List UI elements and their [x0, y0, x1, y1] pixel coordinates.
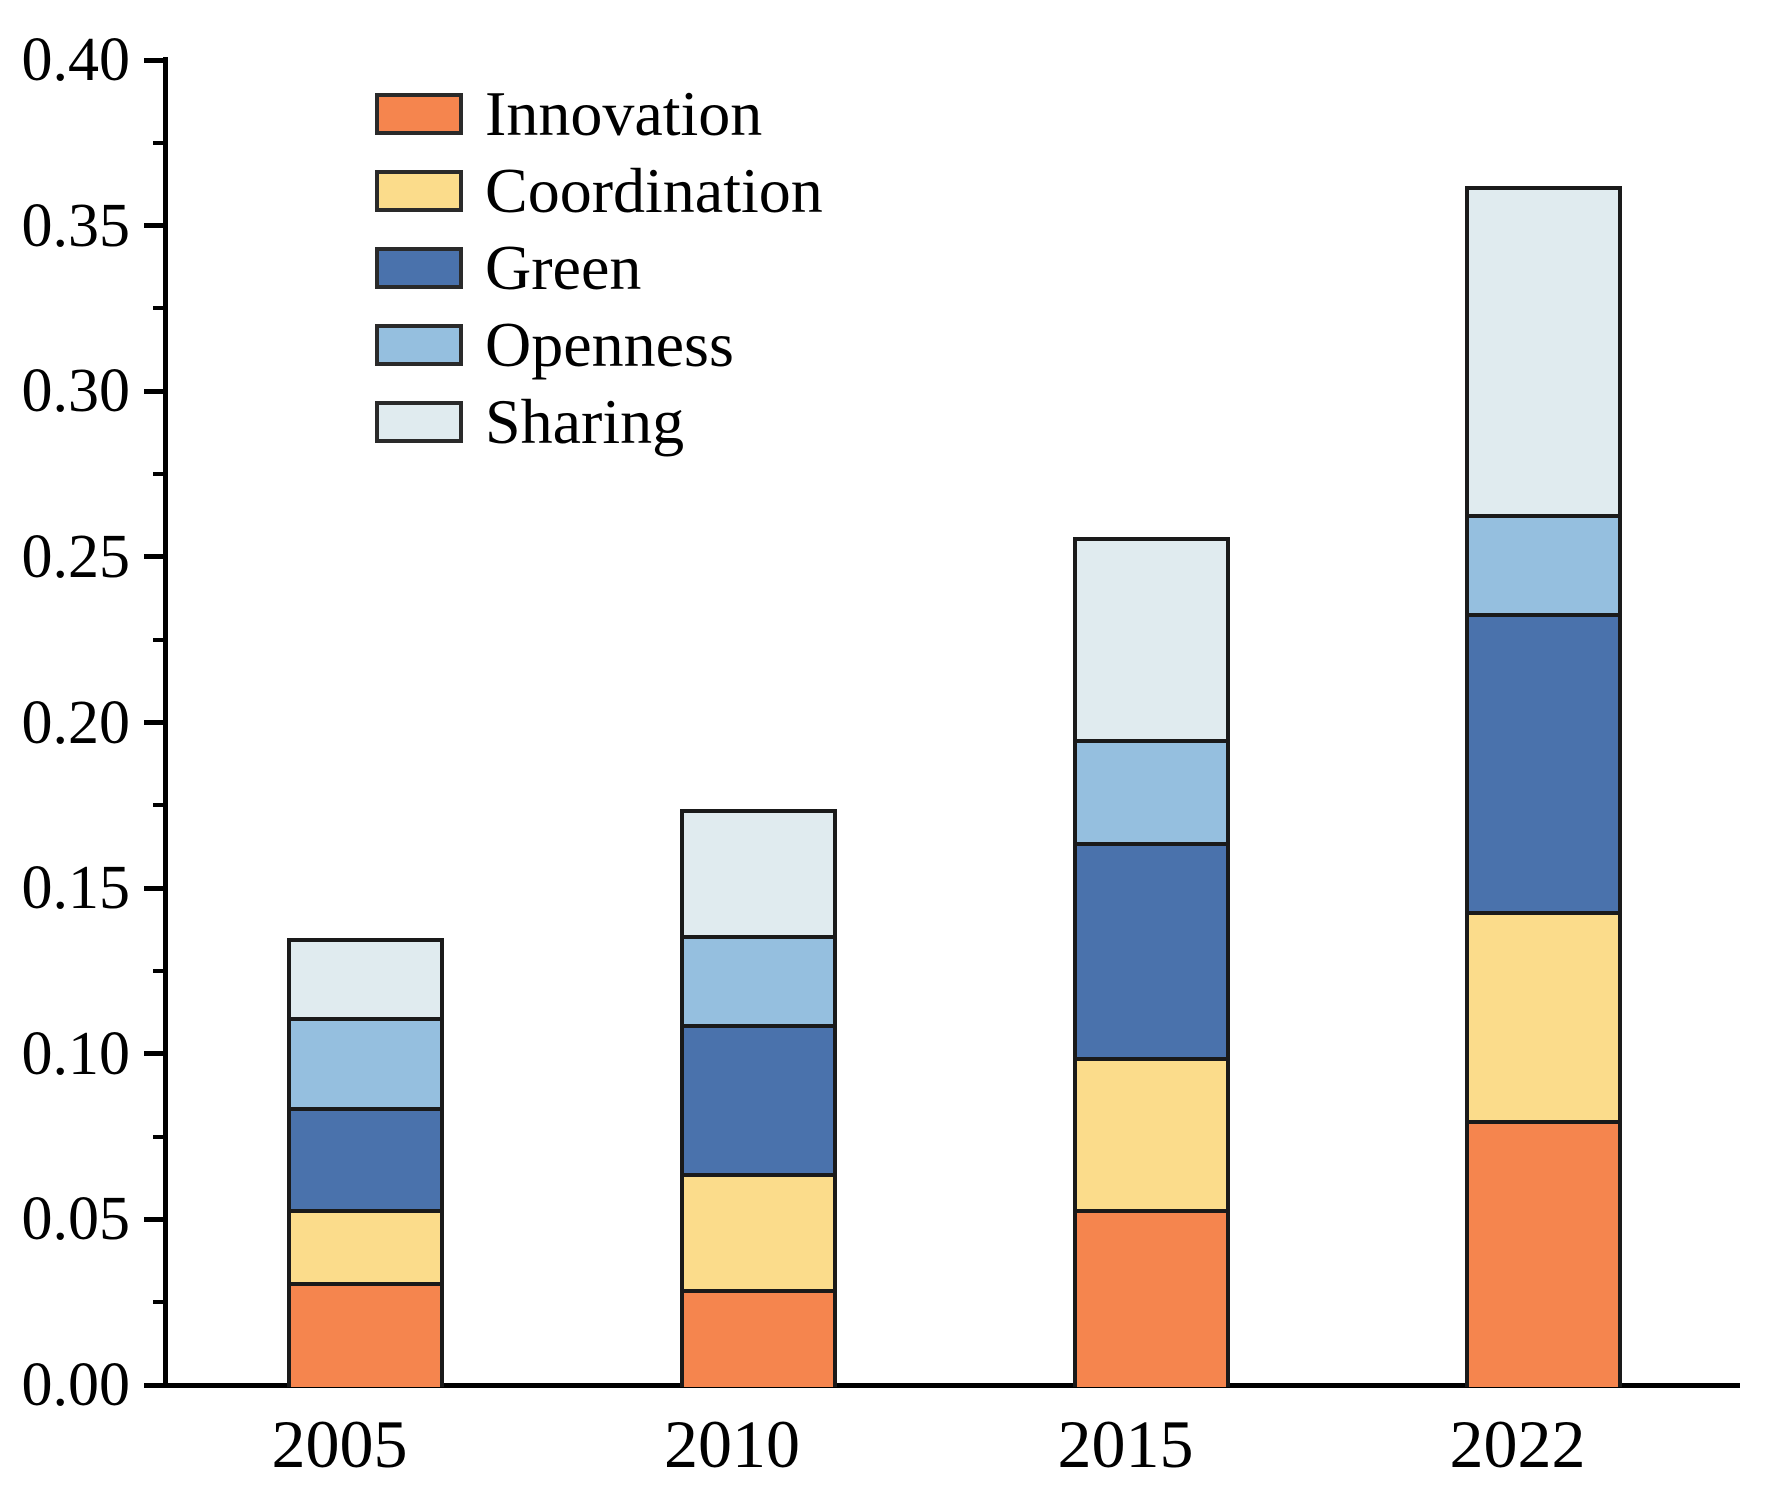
y-major-tick — [144, 1051, 163, 1057]
y-minor-tick — [153, 1134, 163, 1139]
x-tick-label: 2010 — [664, 1406, 800, 1482]
legend-label: Coordination — [485, 155, 823, 226]
y-minor-tick — [153, 968, 163, 973]
y-major-tick — [144, 1382, 163, 1388]
y-major-tick — [144, 57, 163, 63]
x-tick-label: 2022 — [1449, 1406, 1586, 1482]
y-minor-tick — [153, 1300, 163, 1305]
legend-swatch-openness — [375, 324, 463, 366]
y-major-tick — [144, 1216, 163, 1222]
bar-segment-coordination-2015 — [1073, 1057, 1230, 1209]
y-tick-label: 0.05 — [21, 1185, 131, 1254]
legend-item: Innovation — [375, 81, 762, 147]
y-tick-label: 0.30 — [21, 357, 131, 426]
y-axis — [163, 57, 168, 1388]
y-minor-tick — [153, 472, 163, 477]
bar-segment-openness-2015 — [1073, 739, 1230, 842]
legend-swatch-green — [375, 247, 463, 289]
y-major-tick — [144, 223, 163, 229]
bar-segment-openness-2010 — [680, 935, 837, 1024]
bar-segment-innovation-2015 — [1073, 1209, 1230, 1387]
legend-item: Openness — [375, 312, 734, 378]
legend-swatch-innovation — [375, 93, 463, 135]
y-major-tick — [144, 388, 163, 394]
y-minor-tick — [153, 637, 163, 642]
legend-label: Innovation — [485, 78, 763, 149]
y-minor-tick — [153, 803, 163, 808]
legend-swatch-sharing — [375, 401, 463, 443]
bar-segment-innovation-2010 — [680, 1289, 837, 1387]
bar-segment-openness-2005 — [287, 1017, 444, 1107]
legend-label: Sharing — [485, 386, 685, 457]
bar-segment-sharing-2005 — [287, 938, 444, 1017]
y-tick-label: 0.15 — [21, 854, 131, 923]
bar-segment-green-2010 — [680, 1024, 837, 1173]
legend-item: Coordination — [375, 158, 823, 224]
legend-swatch-coordination — [375, 170, 463, 212]
bar-segment-sharing-2010 — [680, 809, 837, 935]
bar-segment-green-2015 — [1073, 842, 1230, 1057]
y-tick-label: 0.25 — [21, 522, 131, 591]
y-major-tick — [144, 885, 163, 891]
bar-segment-openness-2022 — [1465, 514, 1622, 613]
bar-segment-coordination-2022 — [1465, 911, 1622, 1120]
bar-segment-innovation-2005 — [287, 1282, 444, 1387]
bar-segment-green-2005 — [287, 1107, 444, 1209]
bar-segment-coordination-2010 — [680, 1173, 837, 1289]
y-tick-label: 0.10 — [21, 1019, 131, 1088]
bar-segment-coordination-2005 — [287, 1209, 444, 1282]
y-tick-label: 0.00 — [21, 1351, 131, 1419]
bar-segment-sharing-2015 — [1073, 537, 1230, 739]
bar-segment-sharing-2022 — [1465, 186, 1622, 514]
x-tick-label: 2015 — [1057, 1406, 1194, 1482]
bar-segment-innovation-2022 — [1465, 1120, 1622, 1387]
legend-label: Green — [485, 232, 642, 303]
y-tick-label: 0.20 — [21, 688, 131, 757]
legend-label: Openness — [485, 309, 734, 380]
y-minor-tick — [153, 140, 163, 145]
y-major-tick — [144, 554, 163, 560]
y-major-tick — [144, 720, 163, 725]
y-minor-tick — [153, 306, 163, 311]
x-axis — [163, 1383, 1740, 1388]
y-tick-label: 0.35 — [21, 191, 131, 260]
x-tick-label: 2005 — [271, 1406, 408, 1482]
bar-segment-green-2022 — [1465, 613, 1622, 911]
legend-item: Sharing — [375, 389, 684, 455]
y-tick-label: 0.40 — [21, 26, 131, 94]
legend-item: Green — [375, 235, 641, 301]
